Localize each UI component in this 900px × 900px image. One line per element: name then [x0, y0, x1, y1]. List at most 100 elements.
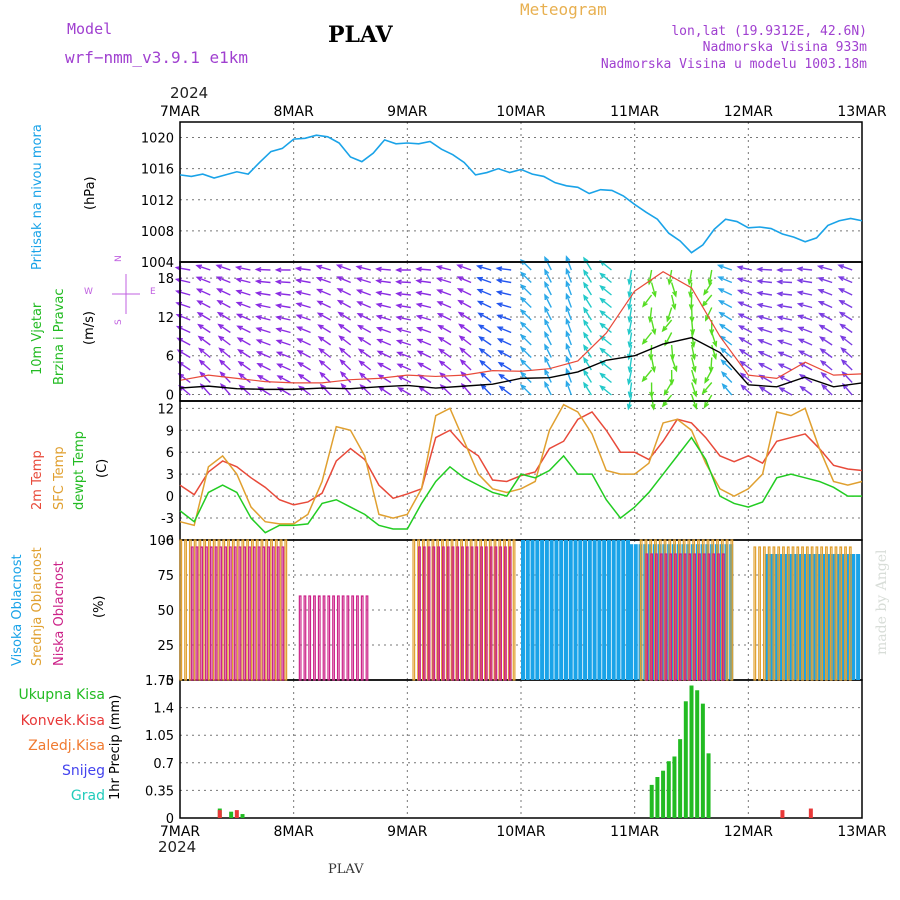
wind-arrow-head — [838, 299, 845, 306]
compass-e: E — [150, 287, 156, 297]
wind-arrow-head — [544, 280, 550, 288]
wind-arrow-head — [661, 400, 668, 408]
wind-arrow — [218, 324, 231, 334]
wind-arrow-head — [757, 339, 764, 344]
wind-arrow — [438, 336, 452, 346]
wind-arrow-head — [651, 290, 657, 298]
wind-arrow-head — [315, 264, 323, 270]
x-tick-label: 10MAR — [496, 104, 545, 120]
cloud-bar-mid — [639, 539, 643, 681]
wind-arrow — [668, 269, 673, 284]
wind-arrow — [460, 347, 472, 359]
wind-arrow-head — [415, 302, 423, 308]
wind-arrow — [798, 303, 813, 309]
wind-arrow — [778, 316, 793, 321]
wind-arrow — [219, 359, 231, 371]
wind-arrow — [565, 306, 573, 321]
y-tick-label: 12 — [157, 402, 174, 417]
wind-arrow — [544, 269, 552, 283]
cloud-bar-low — [322, 595, 326, 681]
wind-arrow-head — [737, 325, 745, 331]
wind-arrow-head — [216, 311, 224, 318]
wind-arrow — [670, 357, 678, 371]
cloud-bar-low — [422, 546, 426, 681]
cloud-bar-low — [262, 546, 266, 681]
wind-arrow — [758, 351, 773, 359]
wind-arrow-head — [796, 290, 804, 296]
wind-arrow-head — [544, 330, 550, 338]
wind-arrow — [360, 384, 372, 396]
wind-arrow-head — [477, 324, 485, 330]
wind-arrow-head — [757, 350, 765, 356]
wind-arrow-head — [274, 267, 282, 273]
wind-arrow-head — [477, 312, 484, 318]
wind-arrow — [722, 383, 733, 396]
wind-arrow-head — [438, 348, 445, 355]
y-tick-label: 0 — [166, 812, 174, 827]
wind-arrow-head — [816, 264, 824, 270]
wind-arrow-head — [599, 347, 606, 354]
wind-arrow-head — [495, 266, 503, 272]
wind-arrow-head — [337, 311, 344, 318]
wind-arrow — [396, 281, 411, 284]
wind-arrow — [339, 335, 352, 346]
cloud-bar-low — [214, 546, 218, 681]
wind-arrow-head — [338, 335, 345, 342]
wind-arrow-head — [476, 276, 483, 282]
wind-arrow-head — [839, 335, 847, 342]
wind-arrow-head — [294, 266, 302, 272]
wind-arrow — [498, 350, 512, 359]
wind-arrow — [662, 319, 673, 332]
wind-arrow — [256, 315, 271, 321]
wind-arrow — [544, 307, 552, 321]
cloud-bar-low — [674, 553, 677, 681]
cloud-bar-high — [813, 554, 818, 680]
wind-arrow-head — [416, 338, 424, 344]
wind-arrow-head — [356, 313, 364, 319]
precip-bar-convective — [780, 810, 785, 818]
wind-arrow — [642, 332, 653, 344]
wind-arrow — [741, 384, 753, 396]
wind-arrow — [520, 309, 532, 321]
cloud-bar-low — [341, 595, 345, 681]
wind-arrow-head — [276, 363, 283, 369]
cloud-bar-low — [252, 546, 256, 681]
wind-arrow — [650, 344, 653, 360]
wind-arrow — [544, 344, 552, 358]
cloud-bar-low — [209, 546, 213, 681]
wind-arrow — [497, 279, 512, 284]
wind-arrow-head — [198, 359, 205, 366]
wind-arrow — [256, 304, 271, 309]
wind-arrow — [650, 357, 655, 372]
wind-arrow — [820, 360, 833, 371]
wind-arrow-head — [519, 271, 527, 278]
year-bottom: 2024 — [158, 838, 197, 856]
wind-arrow-head — [295, 302, 303, 308]
x-tick-label: 9MAR — [387, 824, 428, 840]
cloud-bar-low — [257, 546, 261, 681]
cloud-bars — [179, 539, 861, 681]
cloud-bar-mid — [796, 546, 800, 681]
wind-arrow-head — [756, 278, 764, 285]
wind-arrow — [583, 257, 593, 271]
wind-arrow — [217, 300, 231, 309]
wind-arrow — [237, 301, 251, 309]
wind-arrow-head — [395, 291, 402, 297]
wind-arrow-head — [395, 279, 402, 285]
wind-arrow — [650, 394, 655, 409]
wind-arrow-head — [295, 314, 303, 320]
wind-arrow — [670, 282, 677, 297]
wind-arrow — [520, 359, 532, 371]
wind-arrow-head — [776, 267, 783, 273]
wind-arrow-head — [237, 349, 244, 355]
wind-arrow-head — [339, 359, 346, 366]
wind-arrow-head — [691, 353, 697, 361]
wind-arrow-head — [738, 348, 746, 355]
wind-arrow-head — [818, 312, 825, 318]
wind-arrow — [357, 313, 372, 321]
wind-arrow-head — [583, 356, 589, 364]
wind-arrow-head — [799, 385, 806, 392]
wind-arrow — [338, 300, 352, 309]
cloud-bar-high — [856, 554, 861, 680]
